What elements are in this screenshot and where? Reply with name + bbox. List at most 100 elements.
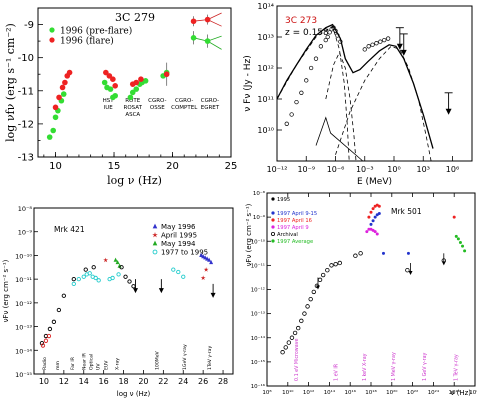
p3-data-point <box>76 276 81 282</box>
p2-data-point <box>289 112 294 117</box>
p1-data-point <box>59 84 66 91</box>
p3-y-tick-label: 10⁻⁹ <box>18 229 33 237</box>
p2-data-point <box>313 56 319 61</box>
p3-legend-label: 1977 to 1995 <box>161 249 208 257</box>
p3-data-point <box>116 272 121 277</box>
p3-data-point <box>61 293 66 298</box>
p1-band-label: ASCA <box>125 112 140 118</box>
p3-band-label: UV <box>96 363 102 370</box>
p4-data-point <box>461 244 465 248</box>
p3-data-point <box>56 307 62 313</box>
p1-x-tick-label: 25 <box>225 161 238 172</box>
p1-data-point <box>112 83 118 89</box>
p3-data-point <box>181 274 186 279</box>
p2-x-tick-label: 10⁻⁹ <box>297 165 315 174</box>
p4-data-point <box>296 325 301 331</box>
p4-data-point <box>373 215 377 219</box>
p3-data-point <box>203 255 208 260</box>
p1-data-point <box>107 86 114 92</box>
p4-upper-limit-arrowhead <box>315 285 320 290</box>
p1-y-tick-label: -10 <box>18 53 34 64</box>
p3-data-point <box>51 319 57 324</box>
p2-x-tick-label: 10⁰ <box>387 165 400 174</box>
p3-data-point <box>199 252 204 258</box>
p1-y-tick-label: -9 <box>24 20 34 31</box>
p3-legend-label: April 1995 <box>161 232 197 240</box>
p4-data-point <box>405 267 410 273</box>
p4-x-tick-label: 10²⁰ <box>386 389 398 396</box>
p4-data-point <box>369 222 373 226</box>
p3-data-point <box>87 271 92 276</box>
p4-data-point <box>381 251 385 255</box>
p4-data-point <box>377 212 381 216</box>
p3-y-tick-label: 10⁻¹¹ <box>15 276 32 284</box>
p1-legend-label: 1996 (flare) <box>60 36 114 47</box>
p4-data-point <box>373 230 377 234</box>
p4-data-point <box>289 335 295 340</box>
p1-legend-marker <box>49 27 55 33</box>
p3-y-tick-label: 10⁻¹⁴ <box>15 347 32 355</box>
p4-x-tick-label: 10¹² <box>303 389 314 396</box>
p2-y-tick-label: 10¹⁰ <box>257 126 274 135</box>
p3-data-point <box>205 256 210 261</box>
p2-x-axis-label: E (MeV) <box>357 177 392 187</box>
p4-data-point <box>302 311 307 316</box>
p4-legend-marker <box>271 232 276 237</box>
p2-data-point <box>299 90 304 95</box>
p4-data-point <box>308 296 313 302</box>
p1-y-tick-label: -11 <box>18 86 34 97</box>
p4-data-point <box>369 210 373 214</box>
p4-data-point <box>292 330 298 336</box>
p4-data-point <box>454 234 458 238</box>
p2-data-point <box>304 78 309 83</box>
p3-y-axis-label: νFν (erg cm⁻² s⁻¹) <box>2 259 10 322</box>
p2-data-point <box>333 28 338 33</box>
p4-legend-label: 1997 Average <box>277 239 313 245</box>
p4-legend-label: 1995 <box>277 197 290 203</box>
p2-upper-limit-arrowhead <box>445 108 452 115</box>
p4-x-axis-label: ν (Hz) <box>450 389 471 397</box>
p4-legend-marker <box>271 218 275 222</box>
p1-data-point <box>190 18 197 25</box>
p2-data-point <box>325 34 330 40</box>
p4-legend-label: 1997 April 16 <box>277 218 312 224</box>
p4-x-tick-label: 10²⁶ <box>448 389 460 396</box>
p1-title: 3C 279 <box>115 11 155 24</box>
p3-legend-marker <box>152 232 158 238</box>
p4-data-point <box>305 304 310 309</box>
p2-ic-line <box>335 45 432 162</box>
p3-data-point <box>113 257 118 262</box>
p3-y-tick-label: 10⁻¹² <box>15 300 32 308</box>
p2-data-point <box>385 36 391 41</box>
p4-legend-label: 1997 April 9 <box>277 225 309 231</box>
p3-upper-limit-arrowhead <box>210 292 216 298</box>
p4-x-tick-label: 10¹⁸ <box>365 389 377 396</box>
p4-data-point <box>452 215 456 219</box>
p4-upper-limit-arrowhead <box>408 270 413 275</box>
p3-data-point <box>131 284 136 289</box>
p1-band-label: ROTE <box>125 98 141 104</box>
p3-band-label: EUV <box>104 360 110 370</box>
p3-y-tick-label: 10⁻¹⁵ <box>15 371 32 379</box>
p4-y-tick-label: 10⁻¹² <box>251 287 265 294</box>
p1-legend-marker <box>49 37 55 43</box>
p2-frame <box>276 5 473 162</box>
p3-band-label: X-ray <box>115 358 121 370</box>
p4-y-tick-label: 10⁻⁸ <box>253 190 266 197</box>
p4-data-point <box>365 230 369 234</box>
p1-data-point <box>133 79 140 86</box>
p3-x-tick-label: 28 <box>218 377 228 386</box>
p3-x-tick-label: 26 <box>198 377 208 386</box>
p3-title: Mrk 421 <box>54 225 85 234</box>
p3-data-point <box>123 274 128 279</box>
p4-legend-marker <box>271 239 275 243</box>
p1-data-point <box>50 127 57 134</box>
p4-y-tick-label: 10⁻¹⁰ <box>251 238 266 245</box>
p1-data-point <box>112 92 118 99</box>
p2-data-point <box>318 44 324 49</box>
p3-data-point <box>81 274 86 279</box>
p3-data-point <box>93 275 98 281</box>
p2-data-point <box>335 33 340 38</box>
p2-data-point <box>331 25 336 30</box>
p3-x-tick-label: 10 <box>39 377 49 386</box>
